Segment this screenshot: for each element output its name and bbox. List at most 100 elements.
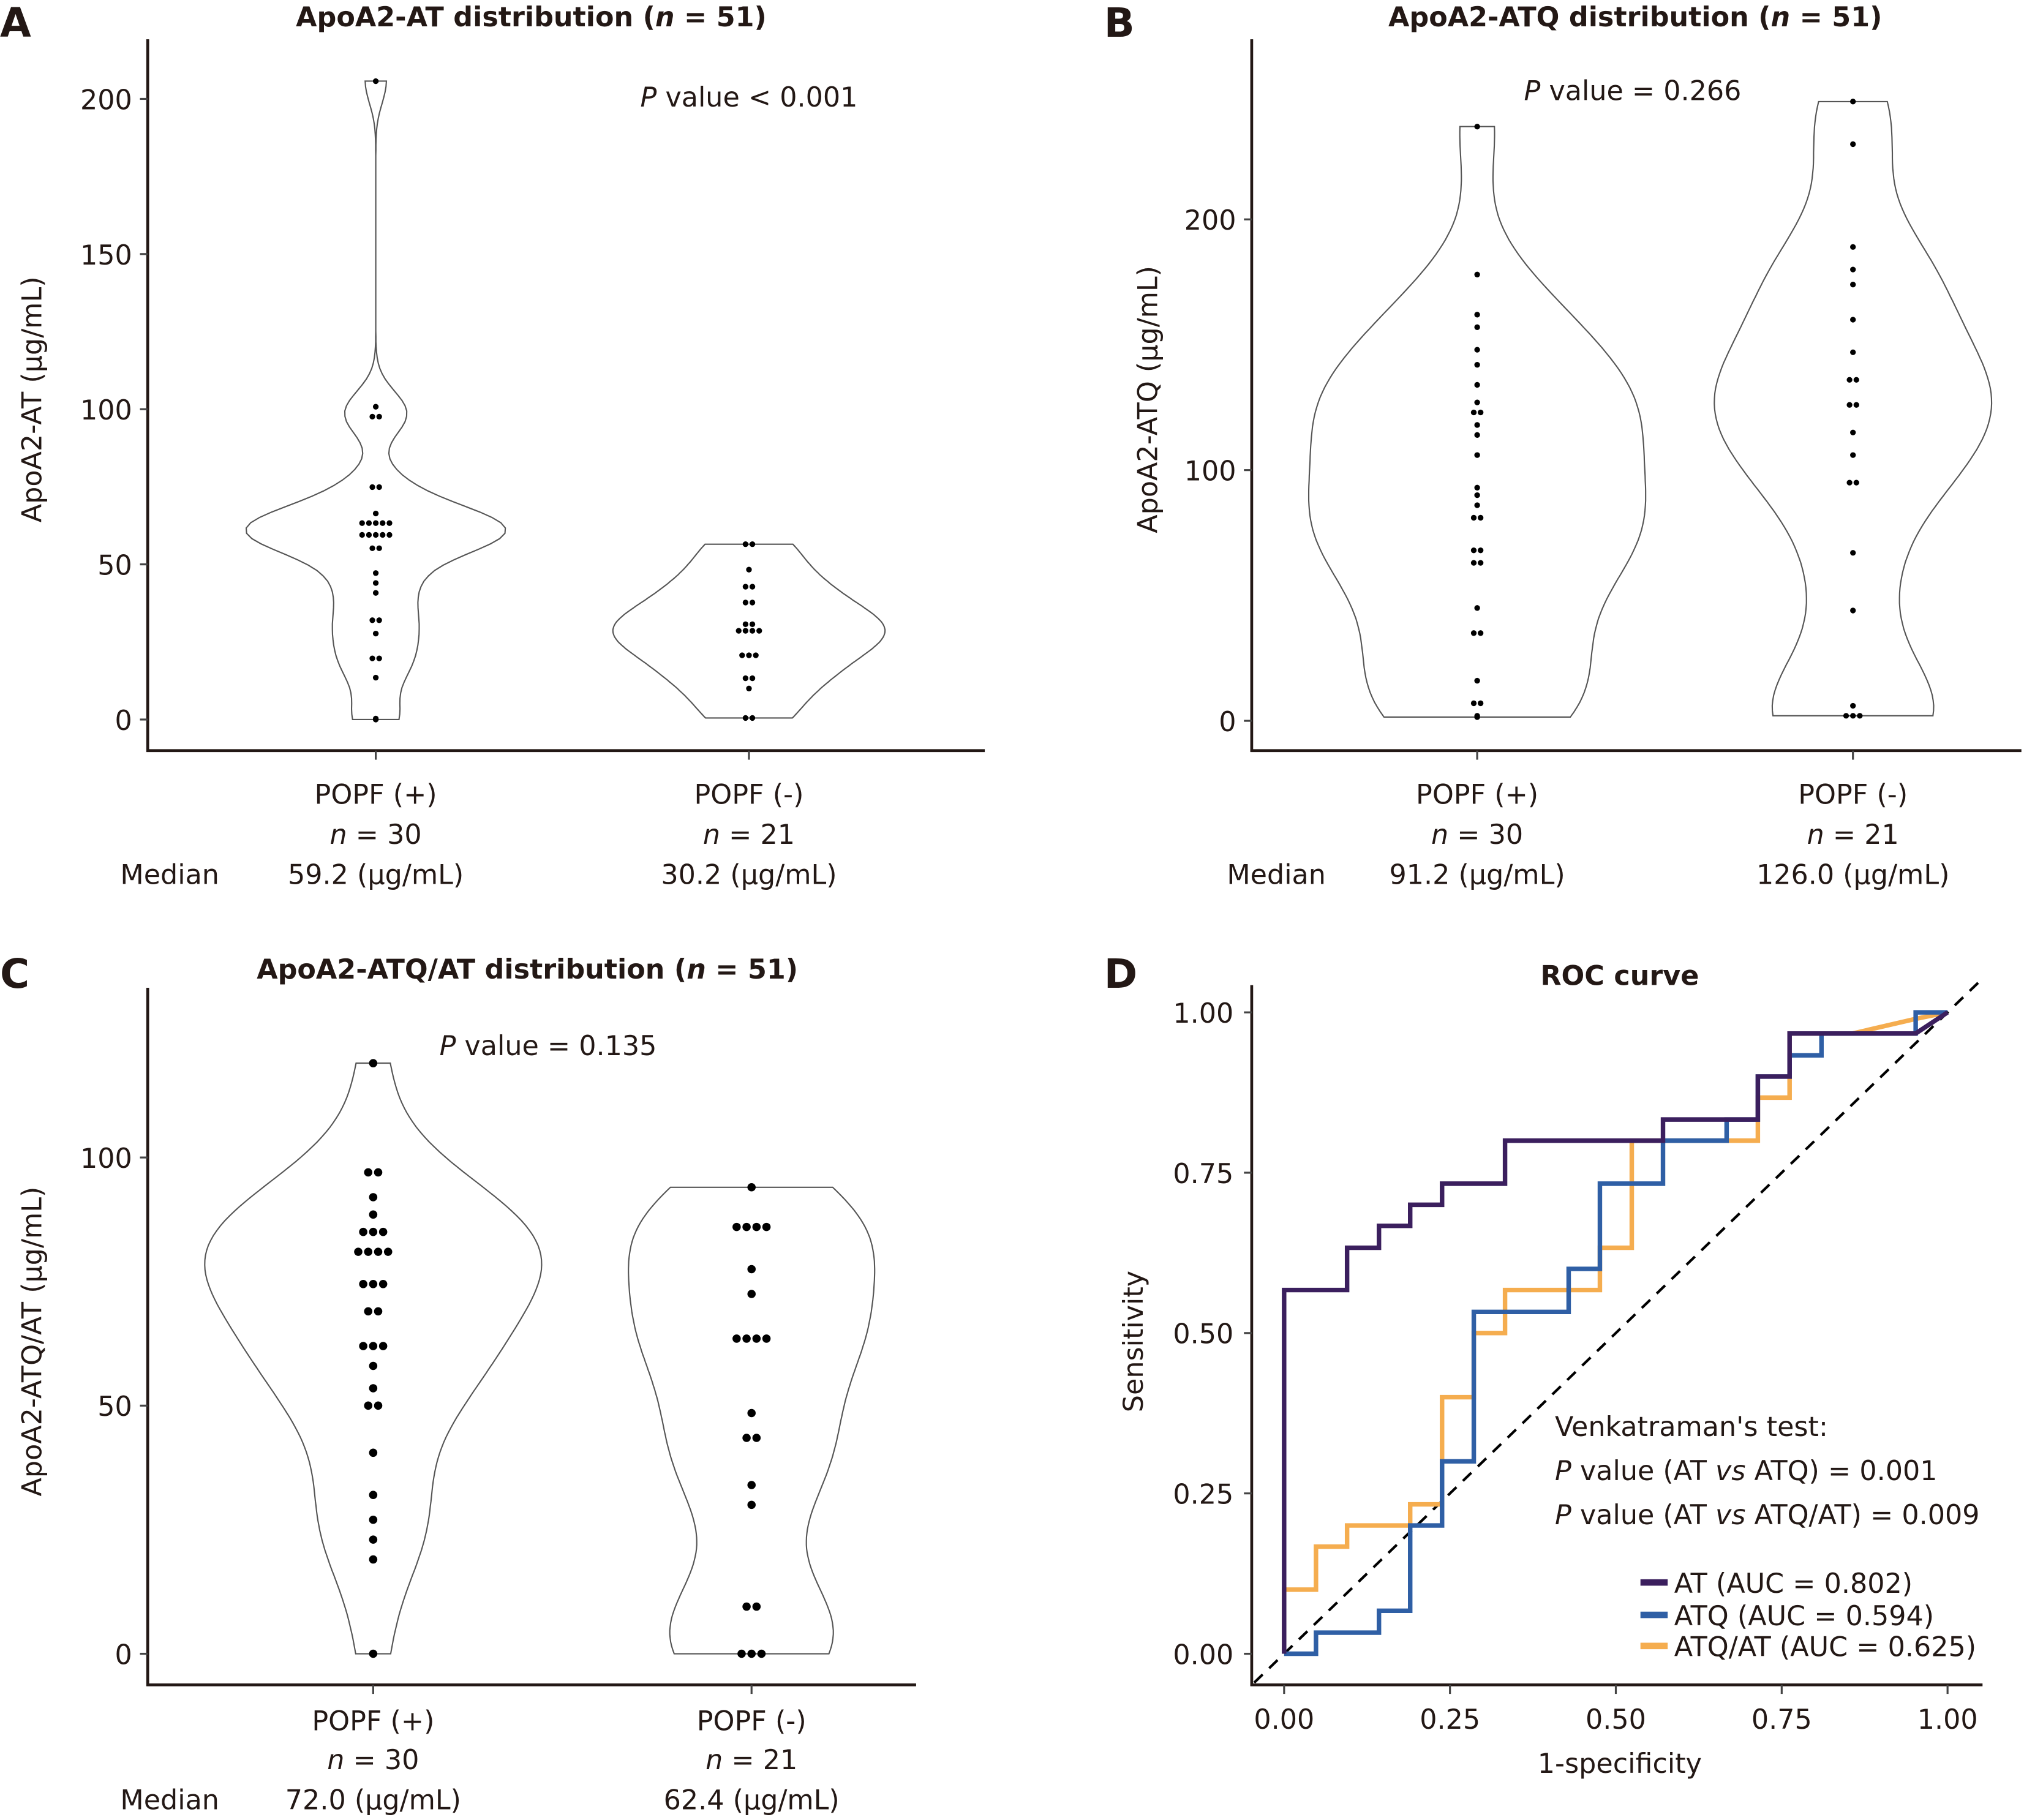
data-point — [364, 1401, 373, 1410]
data-point — [369, 1059, 378, 1067]
data-point — [1853, 377, 1859, 383]
data-point — [372, 630, 379, 637]
y-tick-label: 100 — [80, 1143, 132, 1175]
data-point — [369, 1515, 378, 1524]
data-point — [1857, 713, 1863, 719]
text-part: Venkatraman's test: — [1555, 1412, 1828, 1443]
data-point — [359, 532, 365, 538]
data-point — [1474, 399, 1480, 405]
data-point — [1478, 700, 1484, 707]
text-part: 0.50 — [1173, 1319, 1233, 1350]
data-point — [747, 1183, 756, 1192]
group-n-label: n = 30 — [327, 1745, 419, 1776]
text-part: ApoA2-ATQ distribution ( — [1388, 2, 1771, 33]
text-part: Sensitivity — [1118, 1271, 1149, 1412]
median-row-label: Median — [120, 860, 219, 891]
text-part: POPF (+) — [312, 1705, 434, 1737]
data-point — [747, 1290, 756, 1298]
data-point — [359, 1227, 367, 1236]
chart-title: ROC curve — [1540, 961, 1699, 992]
data-point — [1474, 347, 1480, 353]
y-tick-label: 1.00 — [1173, 998, 1233, 1029]
x-tick-label: 1.00 — [1917, 1704, 1978, 1735]
data-point — [383, 1247, 393, 1256]
data-point — [1850, 349, 1856, 355]
x-tick-label: 0.75 — [1751, 1704, 1812, 1735]
violin-outline — [628, 1186, 876, 1655]
y-tick-label: 0 — [1219, 707, 1236, 738]
text-part: = 51) — [675, 2, 767, 33]
roc-series-line — [1282, 1010, 1949, 1654]
italic-text: n — [655, 2, 675, 33]
data-point — [1846, 377, 1853, 383]
data-point — [1850, 141, 1856, 148]
text-part: 0 — [1219, 707, 1236, 738]
text-part: 50 — [97, 551, 132, 582]
data-point — [364, 1247, 373, 1256]
data-point — [369, 1555, 378, 1564]
text-part: AT (AUC = 0.802) — [1674, 1568, 1913, 1600]
text-part: = 21 — [1824, 819, 1899, 851]
text-part: C — [0, 951, 29, 998]
x-axis-label: 1-specificity — [1538, 1748, 1702, 1780]
data-point — [369, 484, 375, 491]
panel-b-violin-plot: B ApoA2-ATQ distribution (n = 51)P value … — [1104, 0, 2022, 891]
y-axis-label: ApoA2-AT (µg/mL) — [17, 276, 48, 522]
data-point — [1850, 282, 1856, 288]
text-part: 200 — [1184, 205, 1236, 236]
chart-title: ApoA2-AT distribution (n = 51) — [296, 2, 767, 33]
data-point — [1474, 382, 1480, 388]
y-tick-label: 200 — [1184, 205, 1236, 236]
data-point — [1470, 547, 1477, 554]
data-point — [742, 600, 749, 606]
data-point — [372, 520, 379, 526]
data-point — [1474, 492, 1480, 498]
data-point — [369, 413, 375, 420]
text-part: 0 — [115, 705, 132, 737]
data-point — [1843, 713, 1849, 719]
data-point — [1474, 605, 1480, 611]
y-tick-label: 100 — [1184, 456, 1236, 487]
data-point — [369, 545, 375, 551]
data-point — [372, 580, 379, 586]
data-point — [372, 510, 379, 517]
data-point — [1853, 479, 1859, 486]
venkatraman-test-annotation: P value (AT vs ATQ/AT) = 0.009 — [1555, 1500, 1980, 1531]
data-point — [747, 1408, 756, 1418]
x-tick-label: 0.00 — [1254, 1704, 1314, 1735]
y-tick-label: 0.25 — [1173, 1480, 1233, 1511]
y-tick-label: 0.75 — [1173, 1159, 1233, 1190]
text-part: 126.0 (µg/mL) — [1756, 860, 1949, 891]
text-part: POPF (-) — [697, 1705, 807, 1737]
y-axis-label: ApoA2-ATQ/AT (µg/mL) — [17, 1187, 48, 1497]
data-point — [372, 404, 379, 410]
data-point — [735, 628, 742, 634]
legend-entry: ATQ/AT (AUC = 0.625) — [1674, 1632, 1976, 1663]
text-part: value = 0.135 — [456, 1031, 656, 1062]
group-n-label: n = 30 — [1431, 819, 1523, 851]
data-point — [752, 1222, 761, 1232]
text-part: 100 — [80, 395, 132, 426]
data-point — [1850, 550, 1856, 556]
italic-text: P — [1555, 1500, 1571, 1531]
x-tick-label-group: POPF (+) — [315, 779, 437, 810]
text-part: 0.00 — [1173, 1639, 1233, 1671]
data-point — [1850, 702, 1856, 709]
data-point — [749, 541, 756, 547]
data-point — [1470, 630, 1477, 636]
data-point — [747, 1265, 756, 1274]
y-tick-label: 0.50 — [1173, 1319, 1233, 1350]
text-part: 1.00 — [1917, 1704, 1978, 1735]
italic-text: n — [1431, 819, 1448, 851]
data-point — [762, 1334, 771, 1343]
data-point — [369, 1193, 378, 1201]
italic-text: n — [327, 1745, 344, 1776]
text-part: ApoA2-ATQ/AT distribution ( — [257, 954, 687, 985]
text-part: 150 — [80, 240, 132, 271]
data-point — [369, 1535, 378, 1544]
x-tick-label-group: POPF (-) — [1798, 779, 1908, 810]
y-tick-label: 50 — [97, 1391, 132, 1423]
italic-text: n — [1807, 819, 1824, 851]
data-point — [366, 532, 372, 538]
